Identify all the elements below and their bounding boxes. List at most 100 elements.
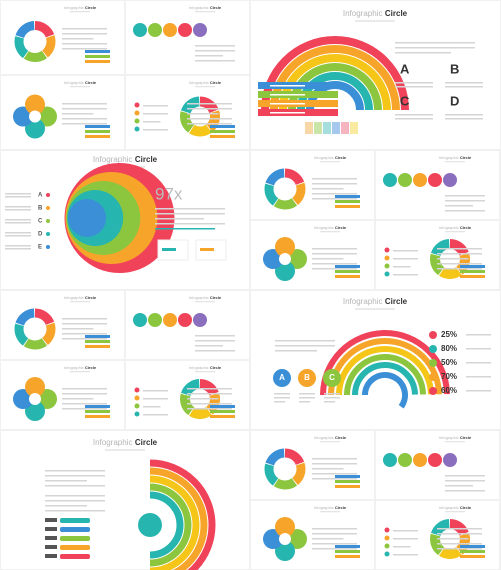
title-light: Infographic [314, 505, 334, 510]
center-icon [138, 513, 162, 537]
text-line [312, 268, 357, 270]
text-line [393, 250, 418, 252]
dot [134, 395, 140, 401]
bar [85, 130, 110, 133]
title-light: Infographic [189, 5, 209, 10]
stat-num [200, 248, 214, 251]
bar [85, 345, 110, 348]
bar [85, 55, 110, 58]
text-line [5, 206, 31, 208]
text-line [395, 47, 475, 49]
title-bold: Circle [85, 365, 97, 370]
bar [85, 340, 110, 343]
label-tag [45, 518, 57, 522]
text-line [437, 543, 482, 545]
icon-circle [178, 23, 192, 37]
text-line [445, 200, 485, 202]
title-bold: Circle [335, 155, 347, 160]
label-text [270, 112, 305, 114]
text-line [395, 118, 433, 120]
arc [352, 362, 418, 396]
text-line [187, 123, 232, 125]
text-line [312, 193, 357, 195]
text-line [143, 129, 168, 131]
arc [284, 168, 305, 186]
subtitle-line [70, 371, 90, 373]
text-line [5, 248, 31, 250]
text-line [187, 408, 232, 410]
slide [126, 361, 249, 429]
title-bold: Circle [85, 295, 97, 300]
bar [210, 135, 235, 138]
arc [189, 124, 212, 137]
petal [25, 94, 45, 115]
dot [134, 403, 140, 409]
slide-title: InfographicCircle [189, 295, 222, 300]
arc [273, 478, 298, 490]
text-line [62, 318, 107, 320]
bar [335, 475, 360, 478]
text-line [62, 323, 107, 325]
title-light: Infographic [64, 295, 84, 300]
text-line [445, 480, 485, 482]
text-line [62, 43, 107, 45]
arc [336, 346, 434, 396]
bar [460, 270, 485, 273]
text-line [5, 193, 31, 195]
bar [335, 265, 360, 268]
slide-title: InfographicCircle [439, 155, 472, 160]
dot [384, 255, 390, 261]
text-line [395, 82, 433, 84]
label-tag [45, 527, 57, 531]
text-line [155, 218, 204, 220]
slide [1, 431, 249, 569]
percentage: 70% [441, 372, 457, 381]
subtitle-line [445, 231, 465, 233]
subtitle-line [445, 161, 465, 163]
text-line [187, 388, 232, 390]
arc [430, 239, 450, 257]
center [29, 393, 41, 405]
text-line [45, 475, 105, 477]
bar [210, 125, 235, 128]
arc [449, 519, 469, 536]
slide-title: InfographicCircle [314, 505, 347, 510]
concentric-circle [68, 199, 107, 237]
title-bold: Circle [460, 505, 472, 510]
pct-dot [429, 345, 437, 353]
highlight-line [155, 228, 215, 230]
icon-circle [193, 313, 207, 327]
text-line [45, 495, 105, 497]
icon-circle [133, 23, 147, 37]
arc [265, 168, 285, 186]
arc [291, 462, 306, 485]
arc [180, 379, 200, 397]
label-tag [45, 545, 57, 549]
icon-circle [428, 173, 442, 187]
title-bold: Circle [85, 80, 97, 85]
center [279, 253, 291, 265]
text-line [445, 118, 483, 120]
icon-circle [163, 23, 177, 37]
title-light: Infographic [343, 297, 383, 306]
subtitle-line [195, 86, 215, 88]
text-line [312, 463, 357, 465]
arc [264, 183, 279, 206]
arc [41, 35, 56, 58]
bar [335, 555, 360, 558]
text-line [62, 398, 94, 400]
text-line [395, 52, 451, 54]
title-bold: Circle [385, 9, 408, 18]
abc-circle [298, 369, 316, 387]
subtitle-line [445, 511, 465, 513]
text-line [274, 397, 290, 399]
text-line [312, 198, 357, 200]
text-line [312, 538, 344, 540]
label-text [270, 85, 305, 87]
text-line [155, 208, 225, 210]
text-line [5, 232, 31, 234]
icon-circle [428, 453, 442, 467]
arc [149, 475, 200, 570]
arc [180, 393, 195, 416]
